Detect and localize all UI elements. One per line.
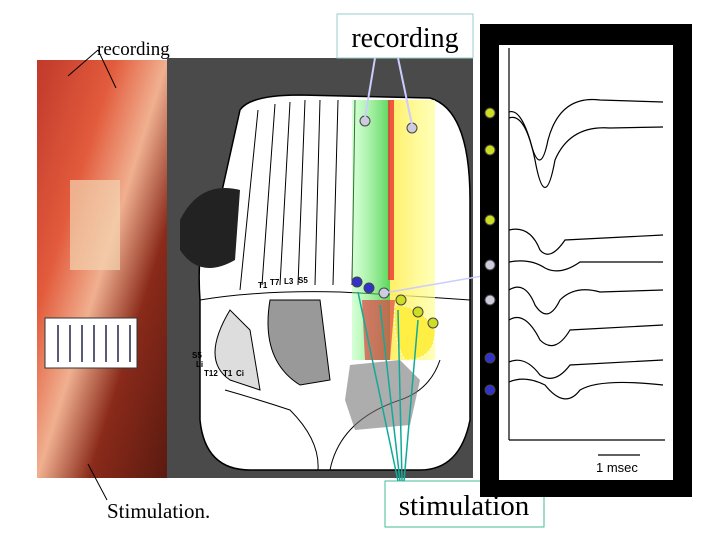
- dot: [484, 294, 496, 306]
- trace-dots: [484, 107, 496, 396]
- dot: [412, 306, 424, 318]
- level-labels: T1 T7 L3 S5 S5 Li T12 T1 Ci: [192, 276, 308, 378]
- electrode-lines: [57, 325, 131, 362]
- dot: [484, 384, 496, 396]
- traces: [508, 48, 665, 456]
- pointer: [97, 49, 117, 89]
- recording-box-label: recording: [351, 23, 458, 54]
- dot: [351, 276, 363, 288]
- level-label: T7: [270, 278, 280, 287]
- dot: [484, 352, 496, 364]
- pointer: [87, 463, 108, 501]
- level-label: T1: [258, 281, 268, 290]
- level-label: S5: [192, 351, 202, 360]
- dot: [484, 214, 496, 226]
- recording-box: [336, 13, 474, 59]
- level-label: L3: [284, 277, 294, 286]
- level-label: T12: [204, 369, 218, 378]
- pointer: [67, 49, 99, 77]
- dot: [484, 259, 496, 271]
- nerve-roots: [180, 188, 240, 268]
- level-label: T1: [223, 369, 233, 378]
- red-zone: [388, 100, 394, 280]
- arrow: [364, 57, 376, 119]
- dot: [484, 144, 496, 156]
- level-label: Li: [196, 360, 203, 369]
- stim-zone: [362, 300, 395, 360]
- cord-columns: [199, 99, 471, 471]
- recording-label: recording: [97, 39, 170, 60]
- arrow: [397, 57, 413, 126]
- stimulation-label: Stimulation.: [107, 499, 210, 523]
- dot: [427, 317, 439, 329]
- level-label: S5: [298, 276, 308, 285]
- dot: [395, 294, 407, 306]
- stim-arrows: [357, 291, 419, 482]
- electrode-strip: [44, 317, 138, 369]
- scale-label: 1 msec: [596, 460, 638, 475]
- stim-area: [394, 304, 436, 361]
- dot: [363, 282, 375, 294]
- arrow: [383, 274, 489, 294]
- level-label: Ci: [236, 369, 244, 378]
- photo-highlight: [70, 180, 120, 270]
- dot: [484, 107, 496, 119]
- hatched-area: [345, 360, 420, 430]
